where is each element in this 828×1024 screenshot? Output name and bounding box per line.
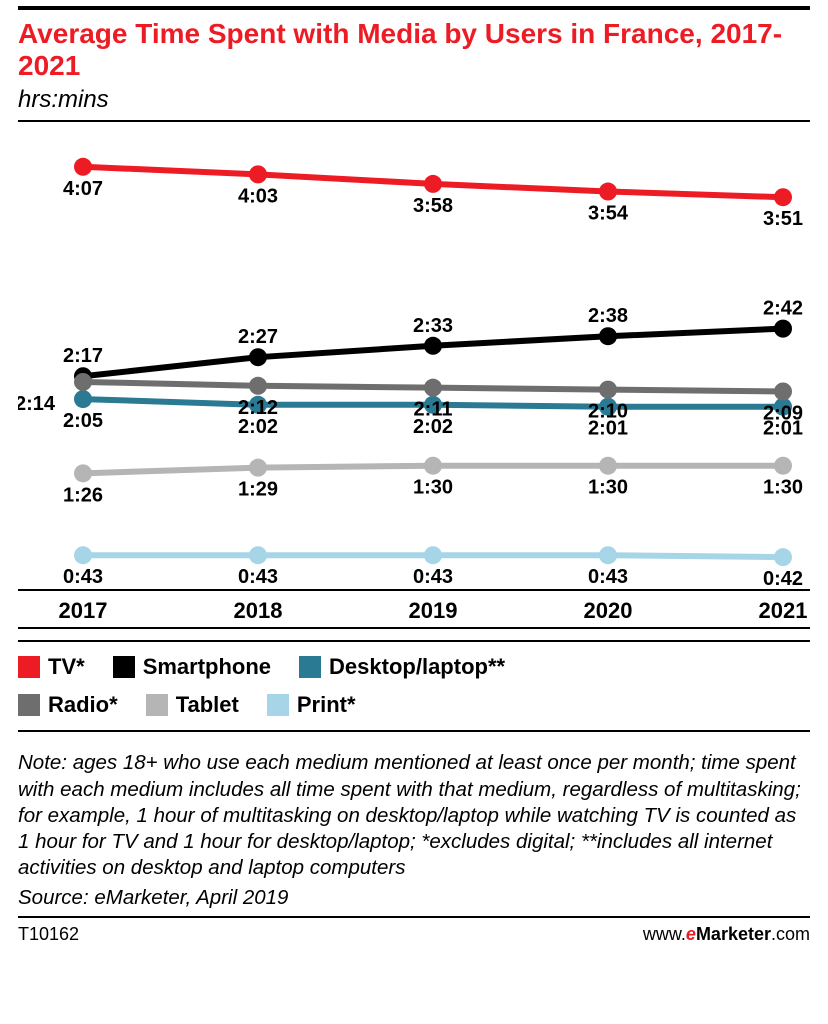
legend: TV* Smartphone Desktop/laptop** Radio* Table…	[0, 630, 828, 742]
footer-url: www.eMarketer.com	[643, 924, 810, 945]
series-marker	[599, 183, 617, 201]
data-label: 2:05	[63, 410, 103, 432]
series-marker	[249, 377, 267, 395]
data-label: 2:17	[63, 346, 103, 368]
series-marker	[74, 547, 92, 565]
data-label: 3:54	[588, 203, 629, 225]
line-chart-svg: 4:07 4:03 3:58 3:54 3:51 2:17 2:27 2:33 2:38 2:42…	[18, 130, 810, 630]
top-rule	[18, 6, 810, 10]
data-label: 0:43	[63, 567, 103, 589]
legend-label: Desktop/laptop**	[329, 654, 505, 680]
chart-id: T10162	[18, 924, 79, 945]
series-marker	[424, 379, 442, 397]
series-marker	[599, 381, 617, 399]
data-label: 1:29	[238, 479, 278, 501]
series-marker	[74, 390, 92, 408]
legend-label: Tablet	[176, 692, 239, 718]
chart-title: Average Time Spent with Media by Users i…	[0, 18, 828, 82]
data-label: 2:42	[763, 298, 803, 320]
data-label: 2:27	[238, 327, 278, 349]
x-axis-label: 2017	[59, 598, 108, 623]
data-label: 1:26	[63, 485, 103, 507]
series-marker	[424, 547, 442, 565]
series-marker	[774, 189, 792, 207]
data-label: 2:38	[588, 306, 628, 328]
data-label: 1:30	[763, 477, 803, 499]
series-marker	[249, 459, 267, 477]
series-marker	[249, 166, 267, 184]
legend-swatch	[113, 656, 135, 678]
data-label: 2:14	[18, 393, 56, 415]
legend-swatch	[18, 656, 40, 678]
legend-label: Radio*	[48, 692, 118, 718]
rule-above-legend	[18, 640, 810, 642]
legend-row: TV* Smartphone Desktop/laptop**	[18, 648, 810, 686]
series-marker	[249, 349, 267, 367]
data-label: 4:03	[238, 186, 278, 208]
series-marker	[74, 373, 92, 391]
x-axis-label: 2021	[759, 598, 808, 623]
legend-label: Print*	[297, 692, 356, 718]
series-marker	[424, 175, 442, 193]
legend-swatch	[18, 694, 40, 716]
legend-item: Smartphone	[113, 654, 271, 680]
x-axis-label: 2018	[234, 598, 283, 623]
footer-url-www: www.	[643, 924, 686, 944]
data-label: 2:11	[414, 399, 453, 421]
series-marker	[774, 320, 792, 338]
footer: T10162 www.eMarketer.com	[0, 918, 828, 959]
data-label: 3:51	[763, 209, 803, 231]
legend-item: Print*	[267, 692, 356, 718]
legend-swatch	[267, 694, 289, 716]
series-marker	[74, 158, 92, 176]
legend-item: TV*	[18, 654, 85, 680]
series-marker	[774, 549, 792, 567]
data-label: 0:43	[413, 567, 453, 589]
legend-swatch	[299, 656, 321, 678]
data-label: 0:43	[588, 567, 628, 589]
data-label: 2:33	[413, 315, 453, 337]
legend-item: Desktop/laptop**	[299, 654, 505, 680]
data-label: 0:43	[238, 567, 278, 589]
footer-url-marketer: Marketer	[696, 924, 771, 944]
series-marker	[599, 457, 617, 475]
data-label: 2:09	[763, 403, 803, 425]
series-marker	[774, 383, 792, 401]
chart-plot-area: 4:07 4:03 3:58 3:54 3:51 2:17 2:27 2:33 2:38 2:42…	[0, 122, 828, 630]
data-label: 2:10	[588, 401, 628, 423]
data-label: 2:02	[238, 416, 278, 438]
legend-row: Radio* Tablet Print*	[18, 686, 810, 724]
data-label: 3:58	[413, 195, 453, 217]
series-marker	[249, 547, 267, 565]
chart-subtitle: hrs:mins	[0, 82, 828, 120]
legend-item: Radio*	[18, 692, 118, 718]
x-axis-label: 2020	[584, 598, 633, 623]
chart-note: Note: ages 18+ who use each medium menti…	[0, 742, 828, 885]
legend-label: TV*	[48, 654, 85, 680]
series-marker	[74, 465, 92, 483]
data-label: 1:30	[588, 477, 628, 499]
series-marker	[599, 328, 617, 346]
footer-url-e: e	[686, 924, 696, 944]
legend-label: Smartphone	[143, 654, 271, 680]
x-axis-label: 2019	[409, 598, 458, 623]
legend-item: Tablet	[146, 692, 239, 718]
series-marker	[599, 547, 617, 565]
data-label: 0:42	[763, 569, 803, 591]
rule-below-legend	[18, 730, 810, 732]
series-marker	[424, 337, 442, 355]
series-marker	[774, 457, 792, 475]
footer-url-com: .com	[771, 924, 810, 944]
chart-source: Source: eMarketer, April 2019	[0, 886, 828, 916]
series-marker	[424, 457, 442, 475]
legend-swatch	[146, 694, 168, 716]
data-label: 1:30	[413, 477, 453, 499]
data-label: 4:07	[63, 178, 103, 200]
data-label: 2:12	[238, 397, 278, 419]
